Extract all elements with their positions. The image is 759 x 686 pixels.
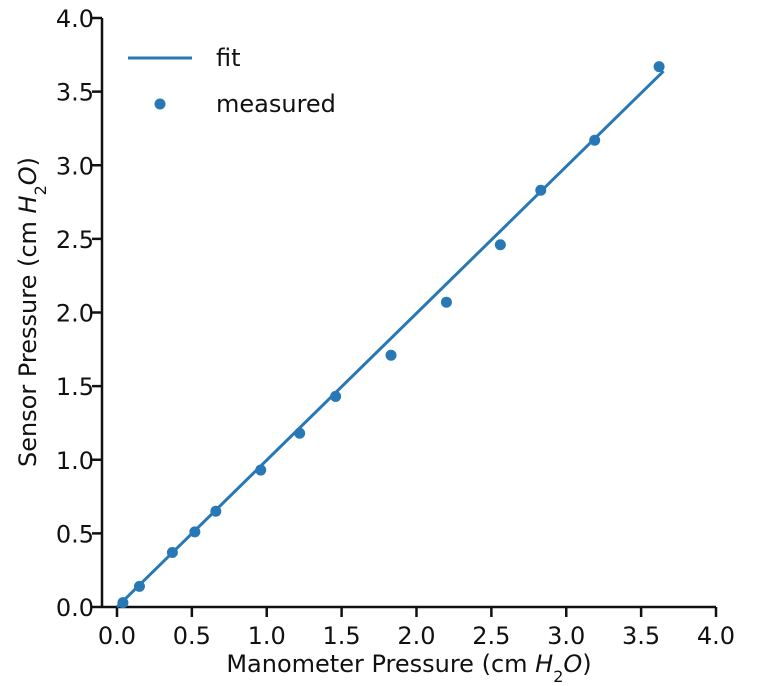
y-tick-label: 4.0 xyxy=(56,5,94,33)
y-tick-label: 3.5 xyxy=(56,79,94,107)
x-tick-label: 0.0 xyxy=(98,622,136,650)
x-tick-label: 1.5 xyxy=(323,622,361,650)
y-tick-label: 3.0 xyxy=(56,152,94,180)
axes xyxy=(100,18,716,609)
x-tick-label: 2.5 xyxy=(472,622,510,650)
measured-point xyxy=(385,349,397,361)
measured-point xyxy=(653,61,665,73)
measured-series xyxy=(117,61,665,609)
measured-point xyxy=(189,526,201,538)
x-tick-label: 1.0 xyxy=(248,622,286,650)
x-tick-label: 0.5 xyxy=(173,622,211,650)
y-tick-label: 2.5 xyxy=(56,226,94,254)
legend-measured-swatch xyxy=(154,98,166,110)
measured-point xyxy=(255,464,267,476)
y-axis-label: Sensor Pressure (cm H2O) xyxy=(14,157,50,467)
x-tick-label: 3.0 xyxy=(547,622,585,650)
x-tick-label: 3.5 xyxy=(622,622,660,650)
measured-point xyxy=(117,597,129,609)
ticks: 0.0 0.5 1.0 1.5 2.0 2.5 3.0 3.5 4.0 0.0 0.5 1.0 1.5 2… xyxy=(56,5,735,650)
y-tick-label: 0.5 xyxy=(56,520,94,548)
measured-point xyxy=(440,296,452,308)
legend-fit-label: fit xyxy=(216,44,241,72)
y-tick-label: 0.0 xyxy=(56,594,94,622)
fit-series xyxy=(115,69,665,609)
measured-point xyxy=(330,390,342,402)
measured-point xyxy=(133,580,145,592)
legend: fit measured xyxy=(128,44,336,118)
x-axis-label: Manometer Pressure (cm H2O) xyxy=(226,650,591,686)
y-tick-label: 1.5 xyxy=(56,373,94,401)
measured-point xyxy=(210,505,222,517)
measured-point xyxy=(535,184,547,196)
measured-point xyxy=(589,134,601,146)
fit-line xyxy=(115,69,665,609)
y-tick-label: 1.0 xyxy=(56,447,94,475)
measured-point xyxy=(294,427,306,439)
measured-point xyxy=(166,547,178,559)
x-tick-label: 4.0 xyxy=(697,622,735,650)
measured-point xyxy=(494,239,506,251)
y-tick-label: 2.0 xyxy=(56,300,94,328)
legend-measured-label: measured xyxy=(216,90,336,118)
x-tick-label: 2.0 xyxy=(397,622,435,650)
